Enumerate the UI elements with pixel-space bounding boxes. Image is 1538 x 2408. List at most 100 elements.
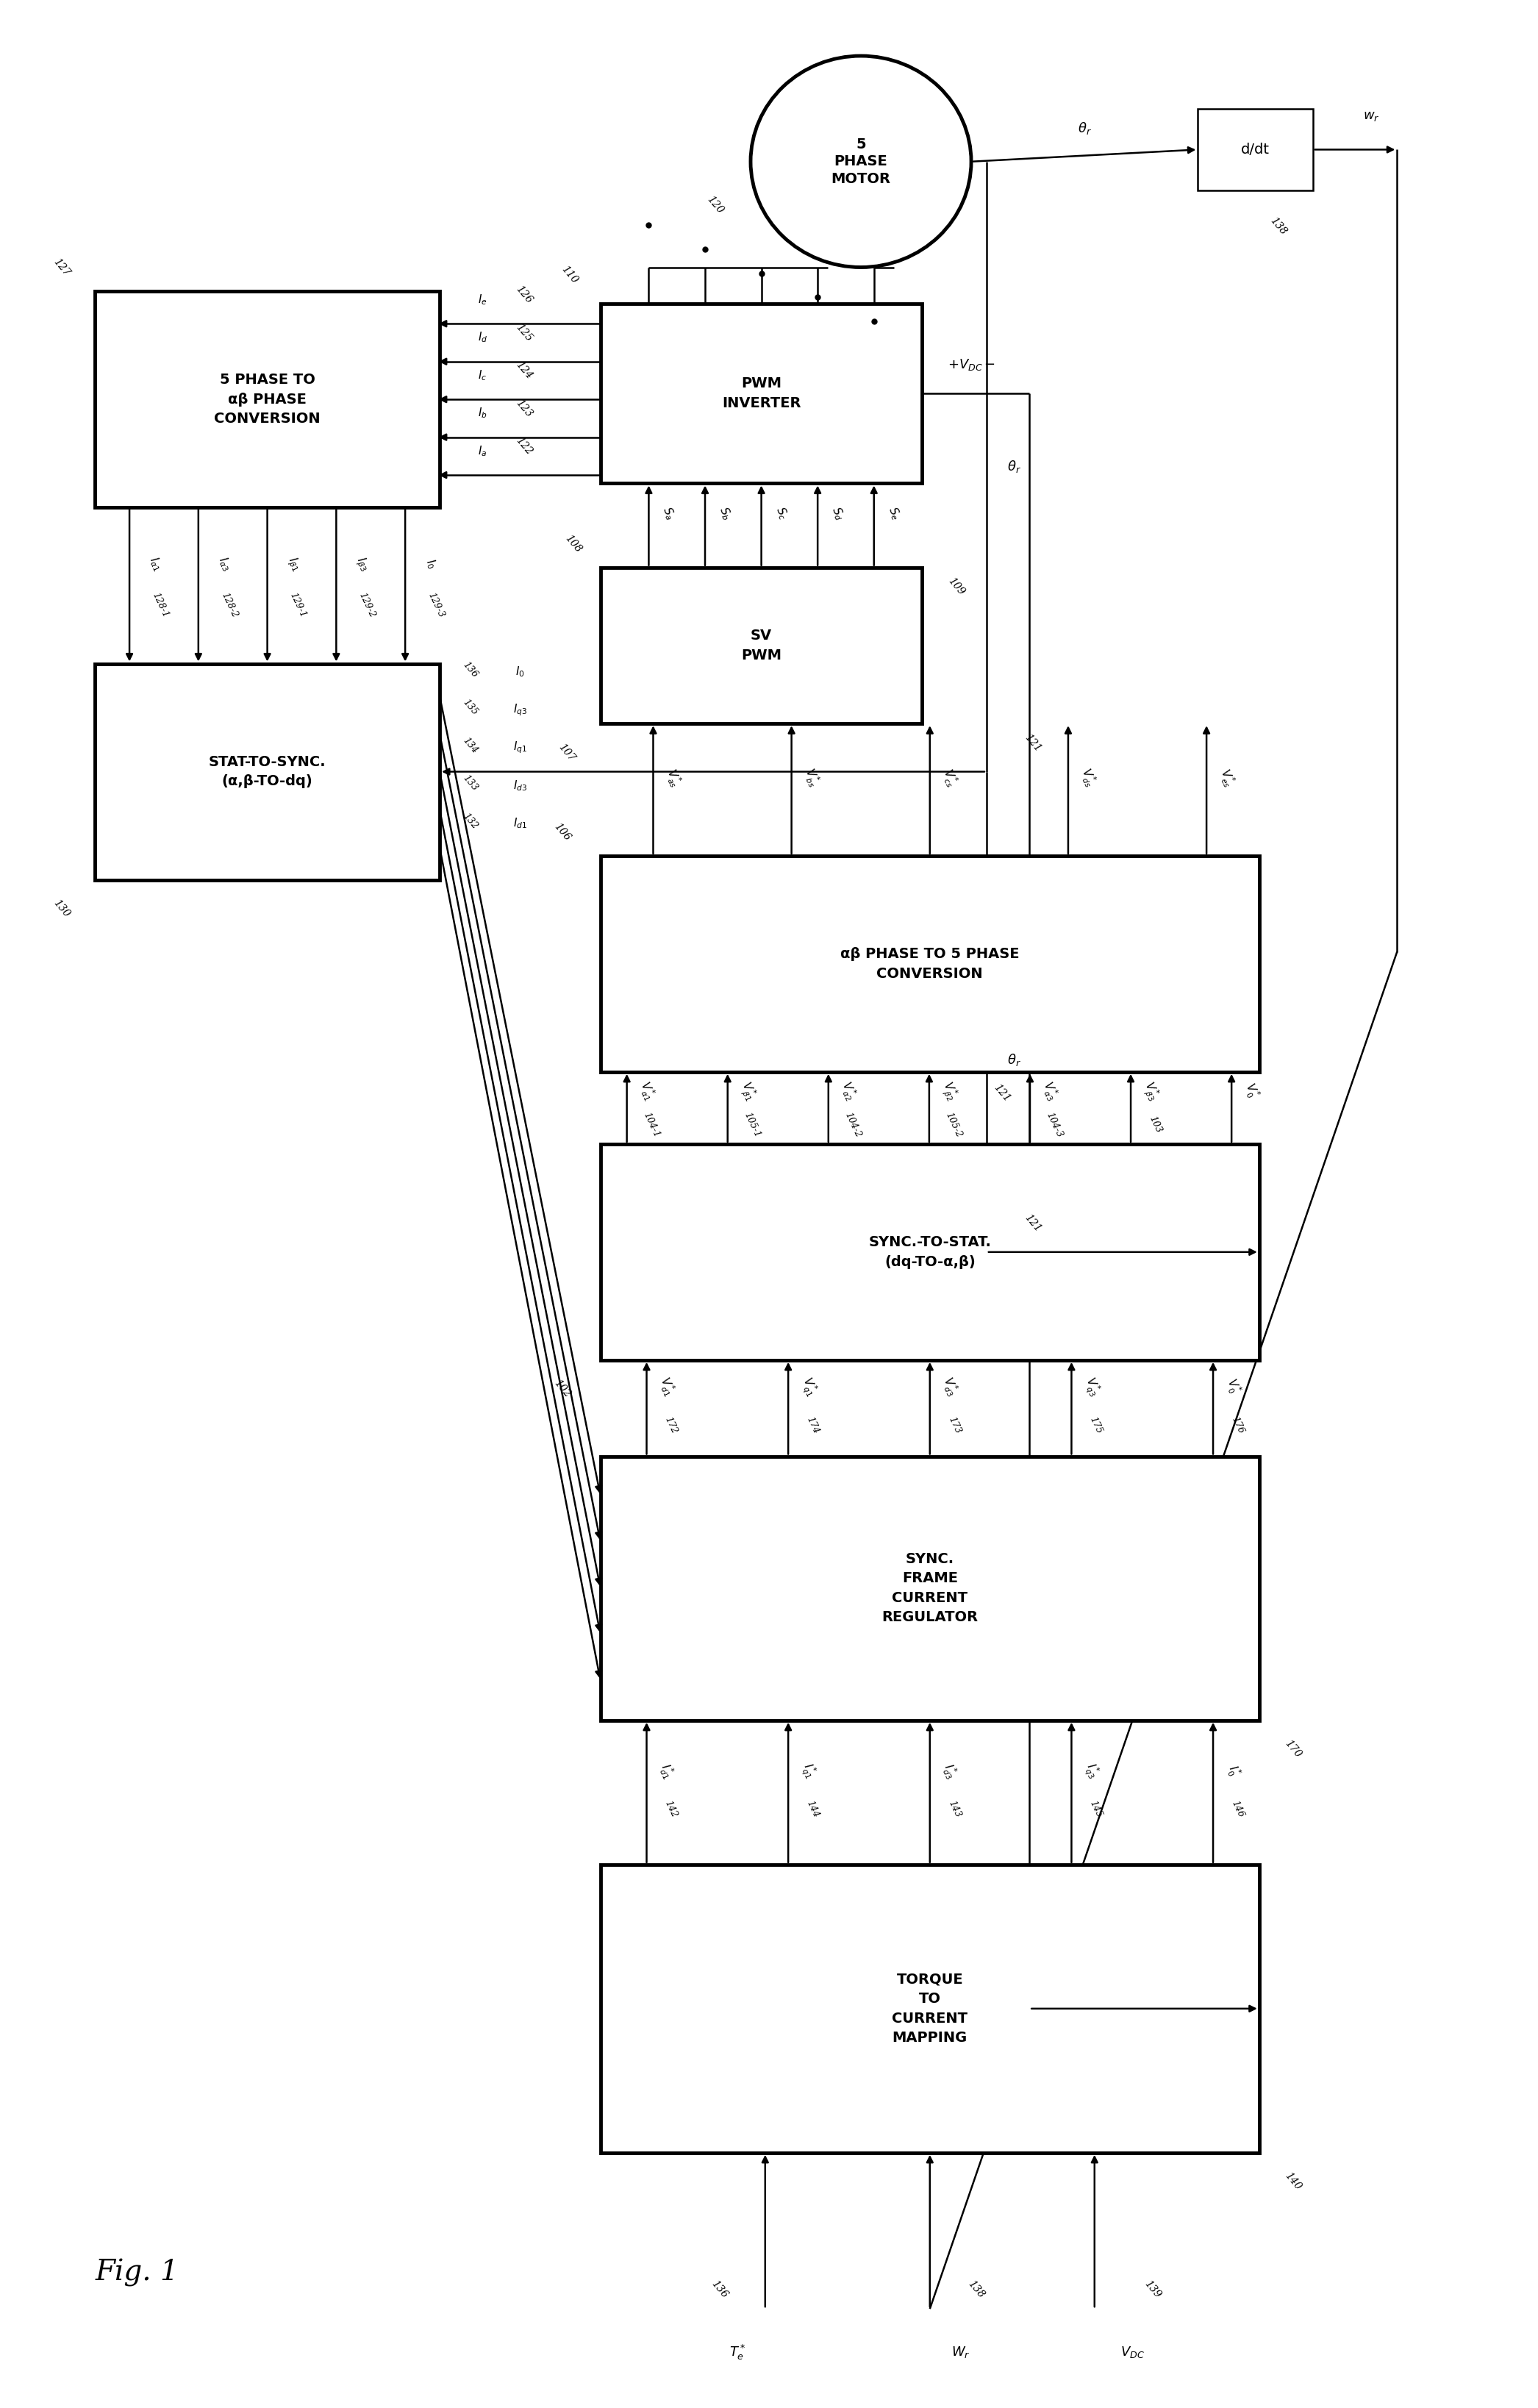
Text: 121: 121 <box>1023 732 1043 754</box>
Text: 126: 126 <box>514 284 534 306</box>
Text: $V^*_{\alpha2}$: $V^*_{\alpha2}$ <box>837 1079 860 1103</box>
Text: $\theta_r$: $\theta_r$ <box>1007 460 1021 474</box>
Text: $V^*_0$: $V^*_0$ <box>1223 1375 1244 1397</box>
Text: 136: 136 <box>461 660 480 679</box>
Text: $I^*_{q1}$: $I^*_{q1}$ <box>797 1760 820 1782</box>
Text: 5
PHASE
MOTOR: 5 PHASE MOTOR <box>831 137 891 185</box>
Text: $V^*_{d3}$: $V^*_{d3}$ <box>938 1375 961 1399</box>
Text: $I_0$: $I_0$ <box>515 665 524 679</box>
Text: 109: 109 <box>946 576 966 597</box>
Text: 176: 176 <box>1229 1416 1246 1435</box>
Text: $I_{\beta1}$: $I_{\beta1}$ <box>283 554 303 573</box>
Text: $I_b$: $I_b$ <box>478 407 488 419</box>
Text: $I_{\alpha3}$: $I_{\alpha3}$ <box>215 554 234 573</box>
Text: 136: 136 <box>709 2278 729 2300</box>
FancyBboxPatch shape <box>600 568 923 725</box>
Text: 139: 139 <box>1143 2278 1163 2300</box>
Text: $S_c$: $S_c$ <box>772 506 791 523</box>
Text: 123: 123 <box>514 397 534 419</box>
Text: 128-2: 128-2 <box>218 590 238 619</box>
Text: 129-3: 129-3 <box>426 590 446 619</box>
Text: 142: 142 <box>663 1799 680 1820</box>
Text: $S_a$: $S_a$ <box>660 506 678 523</box>
Text: 129-1: 129-1 <box>288 590 308 619</box>
FancyBboxPatch shape <box>600 1144 1260 1361</box>
Text: $V^*_{d1}$: $V^*_{d1}$ <box>655 1375 678 1399</box>
Text: 108: 108 <box>563 532 583 554</box>
Text: $I^*_0$: $I^*_0$ <box>1223 1763 1243 1780</box>
Text: Fig. 1: Fig. 1 <box>95 2259 178 2288</box>
Text: $+V_{DC}-$: $+V_{DC}-$ <box>947 356 995 371</box>
Text: $I_{\alpha1}$: $I_{\alpha1}$ <box>146 554 165 573</box>
Text: 5 PHASE TO
αβ PHASE
CONVERSION: 5 PHASE TO αβ PHASE CONVERSION <box>214 373 320 426</box>
FancyBboxPatch shape <box>1198 108 1313 190</box>
Text: $S_b$: $S_b$ <box>717 506 734 523</box>
Text: $V^*_{\beta2}$: $V^*_{\beta2}$ <box>937 1079 961 1103</box>
Text: 104-2: 104-2 <box>843 1110 863 1139</box>
Text: 106: 106 <box>552 821 572 843</box>
Text: $I_d$: $I_d$ <box>478 330 488 344</box>
Text: SV
PWM: SV PWM <box>741 628 781 662</box>
Text: 110: 110 <box>560 262 580 284</box>
Text: $S_e$: $S_e$ <box>884 506 903 523</box>
Text: $V^*_{q3}$: $V^*_{q3}$ <box>1080 1375 1104 1399</box>
Text: $I^*_{q3}$: $I^*_{q3}$ <box>1080 1760 1103 1782</box>
Text: $W_r$: $W_r$ <box>950 2345 970 2360</box>
Text: PWM
INVERTER: PWM INVERTER <box>721 376 801 409</box>
Text: 124: 124 <box>514 359 534 380</box>
Text: 121: 121 <box>1023 1211 1043 1233</box>
Text: $w_r$: $w_r$ <box>1363 108 1380 123</box>
Text: 145: 145 <box>1087 1799 1104 1820</box>
FancyBboxPatch shape <box>600 1457 1260 1719</box>
FancyBboxPatch shape <box>95 291 440 508</box>
Text: 107: 107 <box>557 742 577 763</box>
Text: $I^*_{d3}$: $I^*_{d3}$ <box>940 1760 960 1782</box>
Text: $V^*_0$: $V^*_0$ <box>1241 1081 1263 1100</box>
FancyBboxPatch shape <box>95 665 440 879</box>
Text: 170: 170 <box>1283 1739 1303 1760</box>
Text: 174: 174 <box>804 1416 821 1435</box>
Text: SYNC.
FRAME
CURRENT
REGULATOR: SYNC. FRAME CURRENT REGULATOR <box>881 1553 978 1625</box>
Text: $\theta_r$: $\theta_r$ <box>1078 120 1092 135</box>
Text: 105-1: 105-1 <box>743 1110 763 1139</box>
Text: TORQUE
TO
CURRENT
MAPPING: TORQUE TO CURRENT MAPPING <box>892 1972 967 2044</box>
Text: 144: 144 <box>804 1799 821 1820</box>
Text: STAT-TO-SYNC.
(α,β-TO-dq): STAT-TO-SYNC. (α,β-TO-dq) <box>209 756 326 787</box>
Text: $V^*_{as}$: $V^*_{as}$ <box>661 766 684 790</box>
Ellipse shape <box>751 55 970 267</box>
Text: 138: 138 <box>1269 217 1289 238</box>
Text: $T^*_e$: $T^*_e$ <box>729 2343 746 2362</box>
Text: 127: 127 <box>51 258 71 277</box>
Text: $V^*_{\beta3}$: $V^*_{\beta3}$ <box>1138 1079 1163 1103</box>
Text: $I_{q3}$: $I_{q3}$ <box>514 703 528 718</box>
Text: 128-1: 128-1 <box>151 590 171 619</box>
Text: 138: 138 <box>966 2278 986 2300</box>
Text: 120: 120 <box>704 195 726 217</box>
Text: $V^*_{q1}$: $V^*_{q1}$ <box>795 1375 820 1399</box>
Text: $I_a$: $I_a$ <box>478 443 488 458</box>
Text: 125: 125 <box>514 323 534 344</box>
Text: $V_{DC}$: $V_{DC}$ <box>1121 2345 1144 2360</box>
Text: 121: 121 <box>992 1081 1012 1103</box>
Text: $S_d$: $S_d$ <box>829 503 846 523</box>
Text: αβ PHASE TO 5 PHASE
CONVERSION: αβ PHASE TO 5 PHASE CONVERSION <box>840 946 1020 980</box>
Text: 133: 133 <box>461 773 480 792</box>
Text: $I_{d1}$: $I_{d1}$ <box>514 816 528 831</box>
Text: 104-1: 104-1 <box>641 1110 661 1139</box>
Text: 172: 172 <box>663 1416 680 1435</box>
Text: SYNC.-TO-STAT.
(dq-TO-α,β): SYNC.-TO-STAT. (dq-TO-α,β) <box>869 1235 990 1269</box>
Text: d/dt: d/dt <box>1241 142 1270 157</box>
Text: 143: 143 <box>946 1799 963 1820</box>
Text: 105-2: 105-2 <box>944 1110 964 1139</box>
Text: $I_c$: $I_c$ <box>478 368 488 383</box>
Text: 102: 102 <box>552 1377 572 1399</box>
Text: $V^*_{bs}$: $V^*_{bs}$ <box>800 766 823 790</box>
Text: $I_{d3}$: $I_{d3}$ <box>514 778 528 792</box>
Text: $I_e$: $I_e$ <box>478 294 488 306</box>
Text: 135: 135 <box>461 698 480 718</box>
Text: 104-3: 104-3 <box>1044 1110 1064 1139</box>
Text: 132: 132 <box>461 811 480 831</box>
Text: 173: 173 <box>946 1416 963 1435</box>
Text: $V^*_{\alpha3}$: $V^*_{\alpha3}$ <box>1038 1079 1061 1103</box>
Text: $V^*_{cs}$: $V^*_{cs}$ <box>938 766 961 790</box>
